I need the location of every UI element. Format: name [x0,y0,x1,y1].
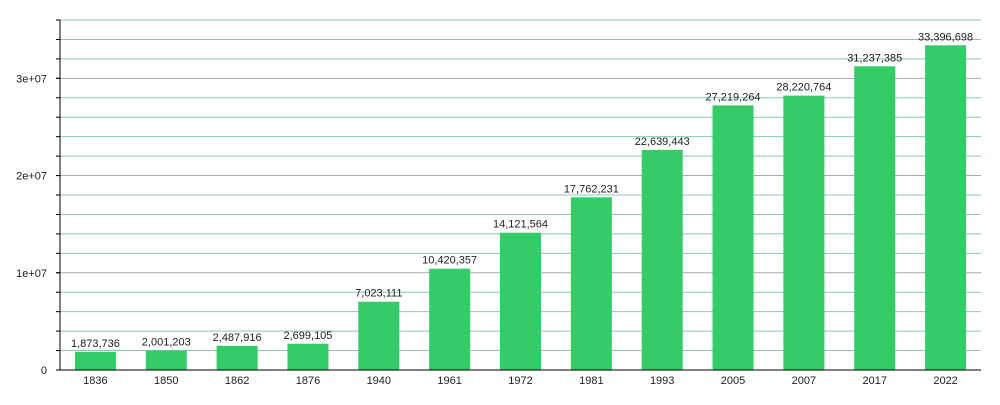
x-tick-label: 2022 [933,375,957,387]
bar-1961 [429,268,471,370]
bar-2022 [925,45,967,371]
bar-1993 [641,149,683,370]
data-label: 14,121,564 [493,219,548,231]
bar-1876 [287,343,329,370]
bar-2005 [712,105,754,371]
x-tick-label: 2017 [862,375,886,387]
x-tick-label: 2005 [721,375,745,387]
x-tick-label: 1850 [154,375,178,387]
x-tick-label: 2007 [792,375,816,387]
data-label: 28,220,764 [776,82,831,94]
bar-1862 [216,345,258,370]
data-label: 2,487,916 [213,332,262,344]
data-label: 27,219,264 [706,91,761,103]
y-tick-label: 1e+07 [16,268,47,280]
bar-1836 [74,351,116,370]
data-label: 33,396,698 [918,31,973,43]
bar-1850 [145,350,187,370]
data-label: 7,023,111 [355,288,402,300]
y-tick-label: 2e+07 [16,171,47,183]
bar-2007 [783,95,825,370]
data-label: 2,001,203 [142,337,191,349]
data-label: 17,762,231 [564,183,619,195]
bar-1972 [500,232,541,370]
x-tick-label: 1940 [367,375,391,387]
data-label: 31,237,385 [847,52,902,64]
x-tick-label: 1981 [579,375,603,387]
data-label: 2,699,105 [283,330,332,342]
x-tick-label: 1961 [437,375,461,387]
data-label: 1,873,736 [71,338,120,350]
y-tick-label: 3e+07 [16,73,47,85]
x-tick-label: 1836 [83,375,107,387]
x-tick-label: 1862 [225,375,249,387]
x-tick-label: 1993 [650,375,674,387]
bar-2017 [854,66,896,371]
bar-1981 [570,197,612,370]
y-tick-label: 0 [41,365,47,377]
x-tick-label: 1972 [508,375,532,387]
data-label: 10,420,357 [422,255,477,267]
data-label: 22,639,443 [635,136,690,148]
bar-1940 [358,301,400,370]
x-tick-label: 1876 [296,375,320,387]
